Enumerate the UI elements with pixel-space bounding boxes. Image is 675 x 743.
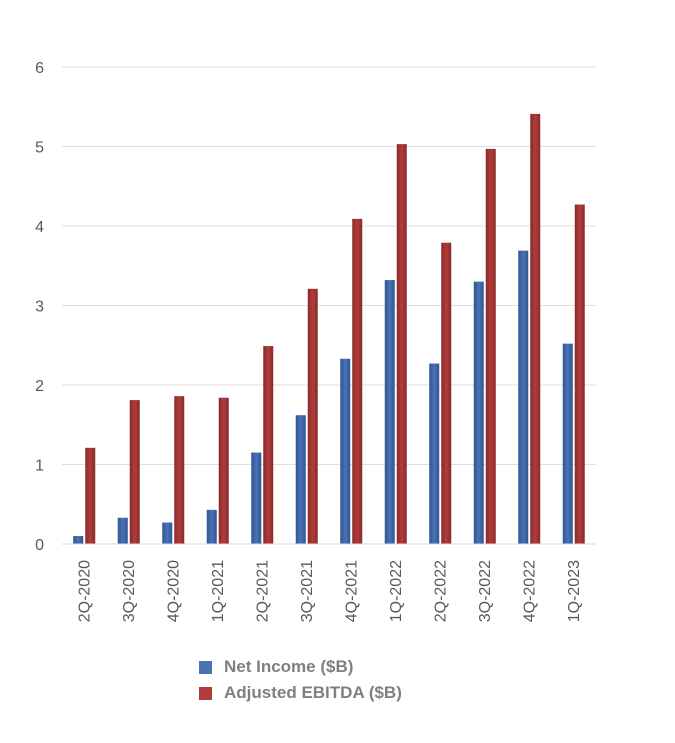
bar-adjusted-ebitda [85,447,96,544]
legend-item-net-income: Net Income ($B) [199,654,402,680]
x-tick-label: 3Q-2020 [121,560,138,622]
bar-net-income [473,281,484,544]
x-tick-label: 4Q-2022 [521,560,538,622]
bar-adjusted-ebitda [352,218,363,544]
bar-net-income [429,363,440,544]
x-tick-label: 1Q-2022 [388,560,405,622]
x-tick-label: 4Q-2021 [343,560,360,622]
y-tick-label: 3 [35,299,44,316]
legend-swatch-adjusted-ebitda [199,686,212,700]
bar-net-income [73,536,84,544]
bar-net-income [384,280,395,544]
y-axis-ticks: 0 1 2 3 4 5 6 [35,60,44,554]
bar-adjusted-ebitda [396,144,407,545]
y-tick-label: 5 [35,140,44,157]
y-tick-label: 2 [35,378,44,395]
bar-net-income [295,415,306,544]
bar-adjusted-ebitda [174,396,185,544]
legend-item-adjusted-ebitda: Adjusted EBITDA ($B) [199,680,402,706]
legend-label-adjusted-ebitda: Adjusted EBITDA ($B) [224,683,402,702]
bar-adjusted-ebitda [530,113,541,544]
bar-net-income [117,517,128,544]
legend: Net Income ($B) Adjusted EBITDA ($B) [199,654,402,706]
x-tick-label: 2Q-2021 [254,560,271,622]
bar-adjusted-ebitda [129,400,140,544]
x-tick-label: 1Q-2021 [210,560,227,622]
x-axis-ticks: 2Q-2020 3Q-2020 4Q-2020 1Q-2021 2Q-2021 3Q-20… [76,560,583,622]
y-tick-label: 1 [35,458,44,475]
y-tick-label: 6 [35,60,44,77]
legend-swatch-net-income [199,660,212,674]
x-tick-label: 3Q-2022 [477,560,494,622]
x-tick-label: 2Q-2022 [432,560,449,622]
bar-adjusted-ebitda [485,148,496,544]
bar-adjusted-ebitda [263,346,274,544]
bar-adjusted-ebitda [307,288,318,544]
y-tick-label: 4 [35,219,44,236]
bars [73,113,585,545]
bar-net-income [340,358,351,544]
y-tick-label: 0 [35,537,44,554]
x-tick-label: 3Q-2021 [299,560,316,622]
bar-adjusted-ebitda [574,204,585,544]
bar-net-income [562,343,573,544]
legend-label-net-income: Net Income ($B) [224,657,354,676]
bar-adjusted-ebitda [441,242,452,544]
bar-net-income [518,250,529,544]
bar-net-income [162,522,173,544]
x-tick-label: 4Q-2020 [165,560,182,622]
bar-adjusted-ebitda [218,397,229,544]
bar-net-income [206,509,217,544]
bar-net-income [251,452,262,544]
gridlines [62,66,596,465]
x-tick-label: 1Q-2023 [566,560,583,622]
x-tick-label: 2Q-2020 [76,560,93,622]
